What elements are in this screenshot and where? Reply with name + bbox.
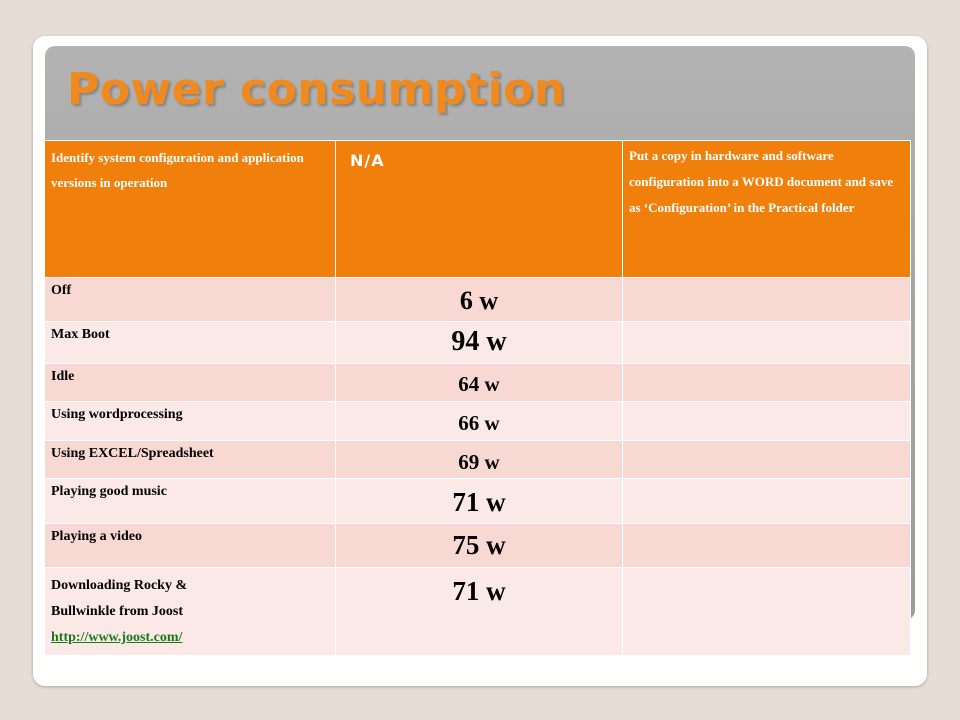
activity-cell: Idle	[44, 363, 336, 402]
header-activity-cell: Identify system configuration and applic…	[44, 140, 336, 278]
note-cell	[622, 567, 911, 656]
activity-cell: Using EXCEL/Spreadsheet	[44, 440, 336, 479]
power-cell: 75 w	[335, 523, 623, 568]
activity-cell: Using wordprocessing	[44, 401, 336, 441]
note-cell	[622, 277, 911, 322]
note-cell	[622, 321, 911, 364]
note-cell	[622, 478, 911, 524]
activity-cell: Off	[44, 277, 336, 322]
note-cell	[622, 401, 911, 441]
table-row: Max Boot 94 w	[44, 321, 911, 364]
power-consumption-table: Identify system configuration and applic…	[44, 140, 911, 656]
activity-cell: Playing good music	[44, 478, 336, 524]
power-cell: 66 w	[335, 401, 623, 441]
power-cell: 71 w	[335, 478, 623, 524]
table-header-row: Identify system configuration and applic…	[44, 140, 911, 278]
header-value-cell: N/A	[335, 140, 623, 278]
note-cell	[622, 523, 911, 568]
power-cell: 69 w	[335, 440, 623, 479]
power-cell: 94 w	[335, 321, 623, 364]
table-row: Downloading Rocky & Bullwinkle from Joos…	[44, 567, 911, 656]
header-note-cell: Put a copy in hardware and software conf…	[622, 140, 911, 278]
activity-cell: Downloading Rocky & Bullwinkle from Joos…	[44, 567, 336, 656]
activity-line: Downloading Rocky &	[51, 578, 188, 593]
table-row: Playing a video 75 w	[44, 523, 911, 568]
joost-link[interactable]: http://www.joost.com/	[51, 630, 183, 645]
note-cell	[622, 440, 911, 479]
table-row: Playing good music 71 w	[44, 478, 911, 524]
power-cell: 71 w	[335, 567, 623, 656]
activity-line: Bullwinkle from Joost	[51, 604, 183, 619]
power-cell: 64 w	[335, 363, 623, 402]
table-row: Using wordprocessing 66 w	[44, 401, 911, 441]
activity-cell: Playing a video	[44, 523, 336, 568]
table-row: Off 6 w	[44, 277, 911, 322]
power-cell: 6 w	[335, 277, 623, 322]
activity-cell: Max Boot	[44, 321, 336, 364]
table-row: Using EXCEL/Spreadsheet 69 w	[44, 440, 911, 479]
table-row: Idle 64 w	[44, 363, 911, 402]
note-cell	[622, 363, 911, 402]
slide-title: Power consumption	[67, 64, 566, 115]
